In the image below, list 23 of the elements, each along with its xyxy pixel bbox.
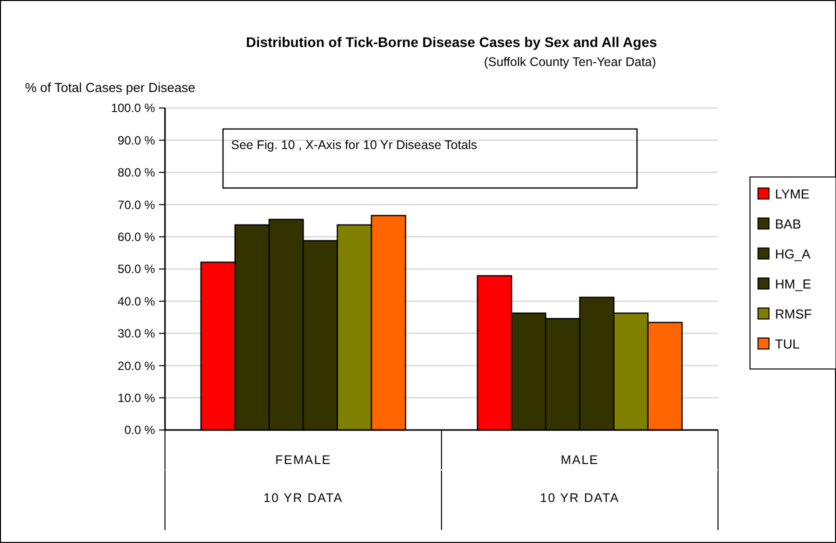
legend-label: HG_A xyxy=(775,246,811,262)
y-tick-label: 30.0 % xyxy=(118,326,156,341)
legend-label: LYME xyxy=(775,186,810,202)
category-label: FEMALE 10 YR DATA xyxy=(264,453,343,505)
y-tick-label: 90.0 % xyxy=(118,133,156,148)
legend-label: BAB xyxy=(775,216,802,232)
y-tick-label: 0.0 % xyxy=(124,423,156,438)
y-tick-label: 80.0 % xyxy=(118,166,156,180)
y-tick-label: 70.0 % xyxy=(118,198,156,212)
y-tick-label: 100.0 % xyxy=(110,101,156,116)
category-label: MALE 10 YR DATA xyxy=(540,453,620,505)
y-tick-label: 40.0 % xyxy=(118,294,156,308)
annotation: See Fig. 10 , X-Axis for 10 Yr Disease Totals xyxy=(231,138,478,152)
legend-label: HM_E xyxy=(775,276,812,292)
y-axis-title: % of Total Cases per Disease xyxy=(25,80,196,95)
legend-label: TUL xyxy=(775,336,800,352)
y-tick-label: 50.0 % xyxy=(118,262,156,276)
chart-subtitle: (Suffolk County Ten-Year Data) xyxy=(484,55,656,69)
y-tick-label: 10.0 % xyxy=(118,391,156,405)
chart-title: Distribution of Tick-Borne Disease Cases by Sex and All Ages xyxy=(246,34,658,50)
legend-label: RMSF xyxy=(775,306,812,322)
y-tick-label: 60.0 % xyxy=(118,230,156,244)
y-tick-label: 20.0 % xyxy=(118,358,156,373)
